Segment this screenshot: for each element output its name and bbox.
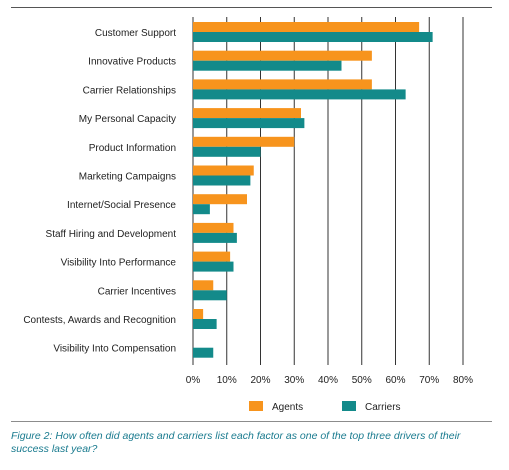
x-tick-label: 0% bbox=[186, 375, 201, 386]
bar-agents bbox=[193, 194, 247, 205]
x-tick-label: 40% bbox=[318, 375, 338, 386]
bar-agents bbox=[193, 108, 301, 119]
bar-carriers bbox=[193, 232, 237, 243]
bar-carriers bbox=[193, 146, 261, 157]
category-label: Staff Hiring and Development bbox=[46, 229, 177, 240]
figure-caption: Figure 2: How often did agents and carri… bbox=[11, 430, 461, 455]
bar-agents bbox=[193, 251, 231, 262]
legend: Agents Carriers bbox=[249, 401, 401, 413]
x-tick-label: 70% bbox=[419, 375, 439, 386]
bar-carriers bbox=[193, 175, 251, 186]
x-tick-label: 20% bbox=[250, 375, 270, 386]
bar-carriers bbox=[193, 290, 227, 301]
category-label: Product Information bbox=[89, 143, 176, 154]
x-tick-label: 80% bbox=[453, 375, 473, 386]
bar-carriers bbox=[193, 60, 342, 71]
category-label: My Personal Capacity bbox=[79, 114, 176, 125]
bar-agents bbox=[193, 50, 372, 61]
category-labels: Customer Support Innovative Products Carri… bbox=[23, 28, 176, 355]
category-label: Visibility Into Compensation bbox=[53, 344, 176, 355]
legend-label-agents: Agents bbox=[272, 402, 303, 413]
bar-carriers bbox=[193, 32, 433, 42]
category-label: Carrier Incentives bbox=[98, 286, 176, 297]
x-tick-label: 10% bbox=[217, 375, 237, 386]
bar-carriers bbox=[193, 347, 214, 358]
bar-carriers bbox=[193, 204, 210, 215]
bottom-rule bbox=[11, 421, 492, 422]
category-label: Visibility Into Performance bbox=[61, 258, 177, 269]
legend-swatch-carriers bbox=[342, 401, 356, 411]
bar-chart: Customer Support Innovative Products Carri… bbox=[23, 17, 473, 413]
bar-carriers bbox=[193, 118, 305, 129]
x-tick-labels: 0% 10% 20% 30% 40% 50% 60% 70% 80% bbox=[186, 375, 473, 386]
category-label: Contests, Awards and Recognition bbox=[23, 315, 176, 326]
x-tick-label: 60% bbox=[385, 375, 405, 386]
bar-carriers bbox=[193, 89, 406, 100]
bar-agents bbox=[193, 79, 372, 90]
gridlines bbox=[192, 17, 464, 365]
category-label: Internet/Social Presence bbox=[67, 200, 176, 211]
bar-agents bbox=[193, 22, 420, 32]
x-tick-label: 30% bbox=[284, 375, 304, 386]
bar-carriers bbox=[193, 319, 217, 329]
bar-agents bbox=[193, 136, 295, 147]
bar-agents bbox=[193, 309, 204, 319]
top-rule bbox=[11, 7, 492, 8]
x-tick-label: 50% bbox=[352, 375, 372, 386]
category-label: Marketing Campaigns bbox=[79, 172, 176, 183]
category-label: Customer Support bbox=[95, 28, 176, 39]
category-label: Innovative Products bbox=[88, 57, 176, 68]
bar-agents bbox=[193, 280, 214, 291]
category-label: Carrier Relationships bbox=[83, 85, 176, 96]
legend-label-carriers: Carriers bbox=[365, 402, 401, 413]
legend-swatch-agents bbox=[249, 401, 263, 411]
bar-agents bbox=[193, 222, 234, 233]
bars bbox=[193, 22, 433, 358]
bar-carriers bbox=[193, 261, 234, 272]
bar-agents bbox=[193, 165, 254, 176]
